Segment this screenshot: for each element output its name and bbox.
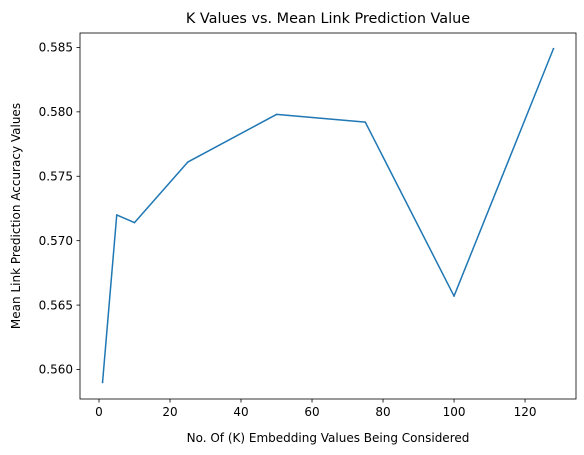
series-line — [101, 47, 555, 384]
y-axis-label: Mean Link Prediction Accuracy Values — [9, 103, 23, 329]
data-point — [116, 214, 118, 216]
x-tick-label: 80 — [375, 405, 390, 419]
x-tick-label: 60 — [304, 405, 319, 419]
data-point — [453, 295, 455, 297]
x-tick-label: 120 — [514, 405, 537, 419]
y-axis-ticks: 0.560 0.565 0.570 0.575 0.580 0.585 — [39, 41, 80, 377]
y-tick-label: 0.570 — [39, 234, 73, 248]
data-point — [101, 381, 104, 384]
y-tick-label: 0.580 — [39, 105, 73, 119]
x-axis-label: No. Of (K) Embedding Values Being Consid… — [187, 431, 470, 445]
data-point — [364, 121, 367, 123]
y-tick-label: 0.585 — [39, 41, 73, 55]
x-tick-label: 0 — [95, 405, 103, 419]
chart-title: K Values vs. Mean Link Prediction Value — [186, 11, 470, 27]
y-tick-label: 0.560 — [39, 363, 73, 377]
data-point — [187, 161, 189, 163]
data-point — [275, 113, 278, 116]
data-point — [133, 221, 136, 224]
y-tick-label: 0.575 — [39, 169, 73, 183]
x-axis-ticks: 0 20 40 60 80 100 120 — [95, 399, 537, 419]
plot-area — [101, 47, 555, 384]
x-tick-label: 40 — [233, 405, 248, 419]
y-tick-label: 0.565 — [39, 298, 73, 312]
x-tick-label: 20 — [162, 405, 177, 419]
axes-frame — [79, 32, 577, 400]
x-tick-label: 100 — [443, 405, 466, 419]
data-point — [552, 47, 555, 50]
